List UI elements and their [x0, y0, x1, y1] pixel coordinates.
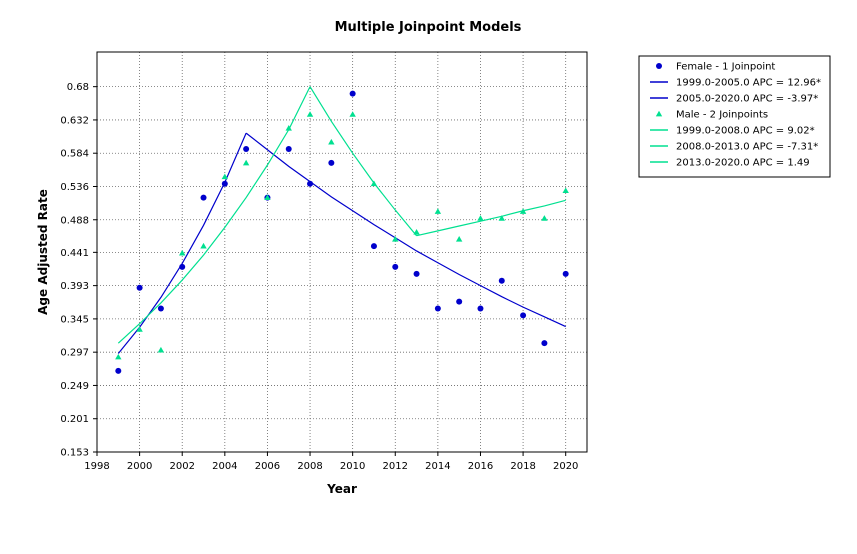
- female-data-point: [498, 277, 505, 284]
- y-tick-label: 0.249: [60, 381, 89, 392]
- male-data-point: [179, 249, 186, 256]
- female-data-point: [541, 340, 548, 347]
- female-data-point: [115, 367, 122, 374]
- female-data-point: [477, 305, 484, 312]
- male-data-point: [349, 111, 356, 117]
- female-data-point: [413, 270, 420, 277]
- series-points: [115, 90, 569, 374]
- y-tick-label: 0.584: [60, 149, 89, 160]
- x-tick-label: 2018: [510, 461, 535, 472]
- x-tick-label: 1998: [84, 461, 109, 472]
- female-data-point: [349, 90, 356, 97]
- male-data-point: [477, 215, 484, 221]
- plot-frame: [96, 51, 588, 453]
- x-tick-label: 2012: [383, 461, 408, 472]
- female-data-point: [328, 159, 335, 166]
- x-tick-label: 2000: [127, 461, 152, 472]
- legend-entry-label: 2005.0-2020.0 APC = -3.97*: [676, 94, 818, 105]
- female-data-point: [307, 180, 314, 187]
- male-data-point: [264, 194, 271, 200]
- male-data-point: [200, 242, 207, 249]
- male-data-point: [541, 215, 548, 221]
- x-tick-label: 2002: [169, 461, 194, 472]
- y-tick-label: 0.153: [60, 448, 89, 459]
- male-data-point: [562, 187, 569, 194]
- male-data-point: [157, 346, 165, 353]
- series-line-5: [309, 86, 418, 237]
- y-tick-label: 0.393: [60, 281, 89, 292]
- male-data-point: [519, 208, 527, 214]
- female-data-point: [456, 298, 463, 305]
- x-axis-title: Year: [326, 482, 357, 496]
- female-data-point: [434, 305, 441, 312]
- x-tick-label: 2010: [340, 461, 365, 472]
- female-data-point: [179, 263, 186, 270]
- male-data-point: [306, 111, 314, 117]
- male-data-point: [413, 229, 420, 235]
- y-tick-label: 0.441: [60, 248, 89, 259]
- legend-circle-swatch: [656, 63, 662, 69]
- male-data-point: [392, 235, 399, 242]
- y-axis-title: Age Adjusted Rate: [36, 189, 50, 315]
- legend-entry-label: 2013.0-2020.0 APC = 1.49: [676, 158, 810, 169]
- x-axis: 1998 2000 2002 2004 2006 2008 2010 2012 2014 2016…: [84, 452, 578, 472]
- series-line-2: [245, 132, 566, 328]
- x-tick-label: 2008: [297, 461, 322, 472]
- y-tick-label: 0.297: [60, 348, 89, 359]
- male-data-point: [370, 180, 378, 187]
- chart-title: Multiple Joinpoint Models: [335, 20, 522, 35]
- legend-entry-label: Female - 1 Joinpoint: [676, 62, 775, 73]
- x-tick-label: 2020: [553, 461, 578, 472]
- x-tick-label: 2004: [212, 461, 237, 472]
- series-lines: [117, 86, 566, 354]
- female-data-point: [392, 263, 399, 270]
- y-tick-label: 0.488: [60, 215, 89, 226]
- female-data-point: [562, 270, 569, 277]
- y-tick-label: 0.68: [67, 82, 89, 93]
- x-tick-label: 2016: [468, 461, 493, 472]
- male-data-point: [285, 125, 292, 131]
- male-data-point: [242, 159, 250, 166]
- legend-entry-label: 1999.0-2005.0 APC = 12.96*: [676, 78, 821, 89]
- legend-frame: [638, 55, 831, 178]
- x-tick-label: 2014: [425, 461, 450, 472]
- female-data-point: [221, 180, 228, 187]
- y-tick-label: 0.345: [60, 314, 89, 325]
- female-data-point: [136, 284, 143, 291]
- legend-triangle-swatch: [655, 110, 663, 117]
- y-tick-label: 0.632: [60, 115, 89, 126]
- series-line-6: [416, 199, 566, 237]
- male-data-point: [115, 353, 122, 360]
- male-data-point: [455, 235, 463, 242]
- male-data-point: [221, 173, 229, 180]
- male-data-point: [498, 215, 505, 221]
- male-data-point: [434, 208, 442, 214]
- grid: [97, 52, 587, 452]
- y-tick-label: 0.536: [60, 182, 89, 193]
- legend: Female - 1 Joinpoint 1999.0-2005.0 APC = …: [638, 55, 831, 178]
- y-tick-label: 0.201: [60, 414, 89, 425]
- legend-entry-label: 2008.0-2013.0 APC = -7.31*: [676, 142, 818, 153]
- female-data-point: [157, 305, 164, 312]
- female-data-point: [370, 243, 377, 250]
- female-data-point: [520, 312, 527, 319]
- x-tick-label: 2006: [255, 461, 280, 472]
- series-line-4: [117, 86, 311, 344]
- female-data-point: [285, 146, 292, 153]
- male-data-point: [136, 326, 143, 332]
- female-data-point: [200, 194, 207, 201]
- female-data-point: [243, 146, 250, 153]
- legend-entry-label: 1999.0-2008.0 APC = 9.02*: [676, 126, 815, 137]
- legend-entry-label: Male - 2 Joinpoints: [676, 110, 768, 121]
- y-axis: 0.153 0.201 0.249 0.297 0.345 0.393 0.441 0.488…: [60, 82, 97, 459]
- male-data-point: [328, 138, 335, 145]
